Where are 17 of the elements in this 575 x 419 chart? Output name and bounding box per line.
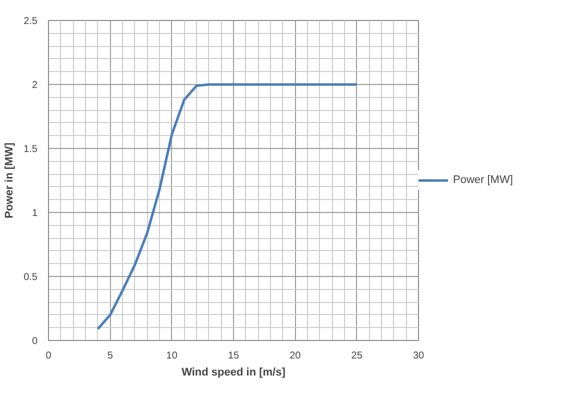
y-tick-label: 2	[32, 80, 38, 91]
y-tick-label: 0.5	[24, 272, 38, 283]
x-tick-label: 30	[412, 350, 424, 362]
y-tick-label: 2.5	[24, 16, 38, 27]
x-tick-label: 0	[46, 350, 52, 362]
x-tick-label: 10	[166, 350, 178, 362]
legend-label: Power [MW]	[453, 174, 513, 186]
y-axis-title: Power in [MW]	[4, 142, 16, 218]
x-tick-label: 5	[107, 350, 114, 362]
y-tick-label: 1.5	[24, 144, 38, 155]
x-tick-label: 15	[228, 350, 240, 362]
x-tick-label: 20	[290, 350, 302, 362]
y-tick-label: 0	[32, 336, 38, 347]
x-tick-label: 25	[351, 350, 363, 362]
line-series	[96, 83, 358, 330]
y-tick-label: 1	[32, 208, 38, 219]
x-axis-title: Wind speed in [m/s]	[182, 366, 286, 378]
